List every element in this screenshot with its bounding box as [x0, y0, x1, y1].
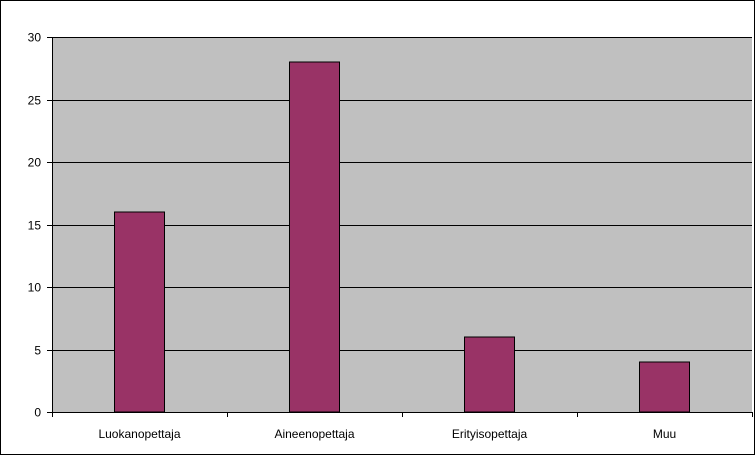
- bar-muu: [639, 361, 690, 413]
- y-tick-label: 10: [28, 281, 42, 295]
- bar-aineenopettaja: [289, 61, 340, 413]
- x-tick-label: Luokanopettaja: [98, 427, 180, 441]
- y-tick-label: 0: [34, 406, 41, 420]
- y-tick-label: 15: [28, 219, 42, 233]
- bar-erityisopettaja: [464, 336, 515, 413]
- x-tick-label: Aineenopettaja: [274, 427, 354, 441]
- y-tick-label: 20: [28, 156, 42, 170]
- y-tick-label: 30: [28, 31, 42, 45]
- y-tick-labels: 0 5 10 15 20 25 30: [28, 31, 42, 420]
- plot-area-background: [52, 37, 752, 412]
- gridlines: [52, 37, 752, 351]
- x-tick-label: Erityisopettaja: [452, 427, 528, 441]
- y-tick-label: 25: [28, 94, 42, 108]
- bars: [114, 61, 690, 413]
- x-tick-label: Muu: [653, 427, 676, 441]
- y-tick-label: 5: [34, 344, 41, 358]
- axes: [47, 37, 753, 417]
- bar-luokanopettaja: [114, 211, 165, 413]
- x-tick-labels: Luokanopettaja Aineenopettaja Erityisopett…: [98, 427, 676, 441]
